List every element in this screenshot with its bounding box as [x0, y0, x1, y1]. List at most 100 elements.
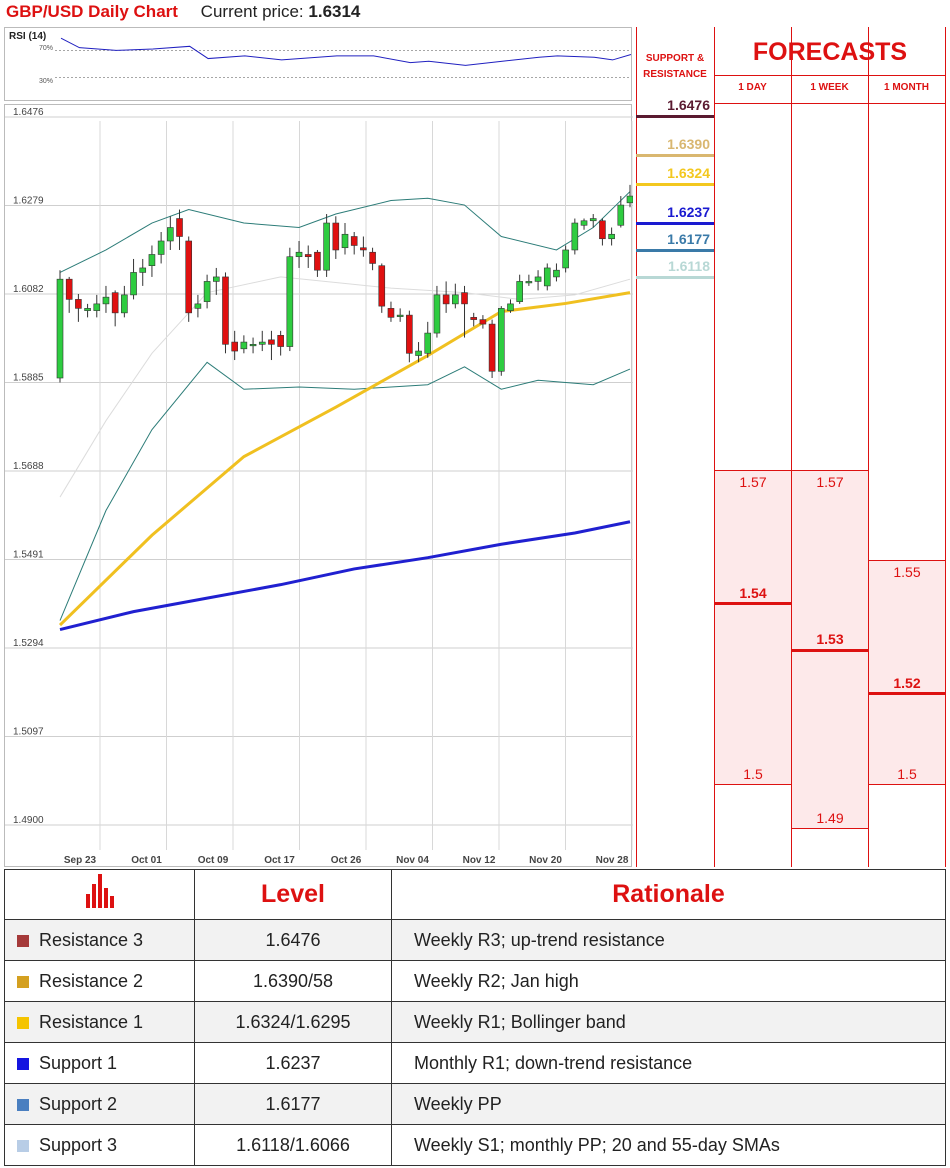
forecast-week-high: 1.57 — [816, 474, 844, 490]
candle-body — [102, 296, 110, 305]
candle-body — [461, 292, 468, 305]
candle-body — [406, 314, 413, 354]
candle-body — [139, 267, 147, 273]
row-name: Resistance 3 — [39, 929, 144, 950]
candle-body — [231, 341, 238, 352]
y-tick-label: 1.6279 — [13, 196, 44, 207]
chart-header: GBP/USD Daily Chart Current price: 1.631… — [6, 0, 360, 24]
candle-body — [56, 278, 64, 379]
candle-body — [433, 294, 441, 334]
x-tick-label: Oct 17 — [264, 855, 295, 866]
candle-body — [130, 272, 137, 296]
divider — [945, 27, 946, 867]
sr-level-line — [636, 249, 714, 253]
table-header-row: Level Rationale — [4, 869, 946, 920]
table-row: Resistance 1 1.6324/1.6295 Weekly R1; Bo… — [4, 1001, 946, 1043]
bollinger-mid-line — [59, 276, 631, 498]
candle-body — [332, 222, 340, 251]
y-tick-label: 1.5885 — [13, 373, 44, 384]
candle-body — [626, 195, 633, 204]
forecast-range-month — [869, 560, 945, 785]
row-name: Support 1 — [39, 1052, 118, 1073]
divider — [868, 27, 869, 867]
candle-body — [516, 281, 523, 302]
table-row: Support 3 1.6118/1.6066 Weekly S1; month… — [4, 1124, 946, 1166]
sr-level-line — [636, 183, 714, 187]
candle-body — [185, 240, 193, 314]
row-level: 1.6237 — [194, 1042, 392, 1084]
candle-body — [314, 251, 321, 271]
candle-body — [534, 276, 542, 282]
candle-body — [157, 240, 165, 255]
forecast-month-low: 1.5 — [897, 766, 917, 782]
candle-body — [470, 317, 478, 320]
row-rationale: Weekly S1; monthly PP; 20 and 55-day SMA… — [391, 1124, 946, 1166]
candle-body — [111, 292, 119, 314]
candle-body — [240, 341, 248, 350]
candle-body — [452, 294, 459, 305]
candle-body — [553, 269, 560, 278]
price-plot: 1.6476 1.6279 1.6082 1.5885 1.5688 1.5491 1.52… — [5, 107, 633, 866]
rsi-tick-70: 70% — [39, 45, 54, 52]
x-tick-label: Oct 01 — [131, 855, 162, 866]
table-row: Support 1 1.6237 Monthly R1; down-trend … — [4, 1042, 946, 1084]
bollinger-lower-line — [59, 361, 631, 621]
divider — [791, 27, 792, 867]
y-tick-label: 1.6082 — [13, 284, 44, 295]
rsi-tick-30: 30% — [39, 78, 54, 85]
legend-swatch — [17, 934, 29, 947]
row-level: 1.6177 — [194, 1083, 392, 1125]
forecast-week-mid: 1.53 — [816, 631, 844, 647]
legend-swatch — [17, 1016, 29, 1029]
candle-body — [589, 218, 597, 222]
candle-body — [84, 308, 91, 311]
candle-body — [341, 233, 349, 249]
legend-swatch — [17, 975, 29, 988]
divider — [714, 75, 946, 76]
x-tick-label: Nov 12 — [463, 855, 496, 866]
candle-body — [497, 308, 505, 372]
rsi-line — [60, 37, 632, 66]
forecast-month-mid: 1.52 — [893, 675, 921, 691]
row-level: 1.6324/1.6295 — [194, 1001, 392, 1043]
sr-level-label: 1.6237 — [667, 204, 710, 221]
forecast-month-mid-line — [869, 692, 945, 695]
sma-blue-line — [59, 520, 631, 632]
forecast-day-mid: 1.54 — [739, 585, 767, 601]
candle-body — [203, 281, 211, 302]
candle-body — [277, 335, 284, 347]
price-chart: 1.6476 1.6279 1.6082 1.5885 1.5688 1.5491 1.52… — [4, 104, 633, 867]
candle-body — [268, 339, 275, 345]
candle-body — [415, 350, 422, 356]
candle-body — [562, 249, 569, 269]
candle-body — [194, 303, 202, 309]
row-rationale: Weekly PP — [391, 1083, 946, 1125]
level-header: Level — [194, 869, 392, 920]
rationale-header: Rationale — [391, 869, 946, 920]
candle-body — [378, 265, 386, 307]
candle-body — [387, 308, 395, 318]
row-name: Support 3 — [39, 1134, 118, 1155]
col-1-week: 1 WEEK — [810, 82, 849, 93]
forecast-day-mid-line — [715, 602, 791, 605]
y-tick-label: 1.6476 — [13, 107, 44, 118]
candle-body — [424, 332, 432, 354]
candle-body — [121, 294, 128, 314]
sr-level-line — [636, 275, 714, 279]
sr-level-label: 1.6177 — [667, 231, 710, 248]
candle-body — [295, 251, 303, 258]
candle-body — [93, 303, 101, 311]
bollinger-upper-line — [59, 191, 631, 273]
sr-level-line — [636, 115, 714, 118]
forecast-week-mid-line — [792, 649, 868, 652]
y-tick-label: 1.4900 — [13, 815, 44, 826]
y-tick-label: 1.5688 — [13, 461, 44, 472]
candle-body — [304, 254, 312, 258]
candle-body — [396, 314, 404, 317]
candle-body — [580, 220, 588, 226]
candle-body — [222, 276, 229, 345]
row-rationale: Weekly R2; Jan high — [391, 960, 946, 1002]
sr-level-label: 1.6476 — [667, 97, 710, 113]
chart-title: GBP/USD Daily Chart — [6, 2, 178, 21]
candle-body — [507, 303, 514, 311]
